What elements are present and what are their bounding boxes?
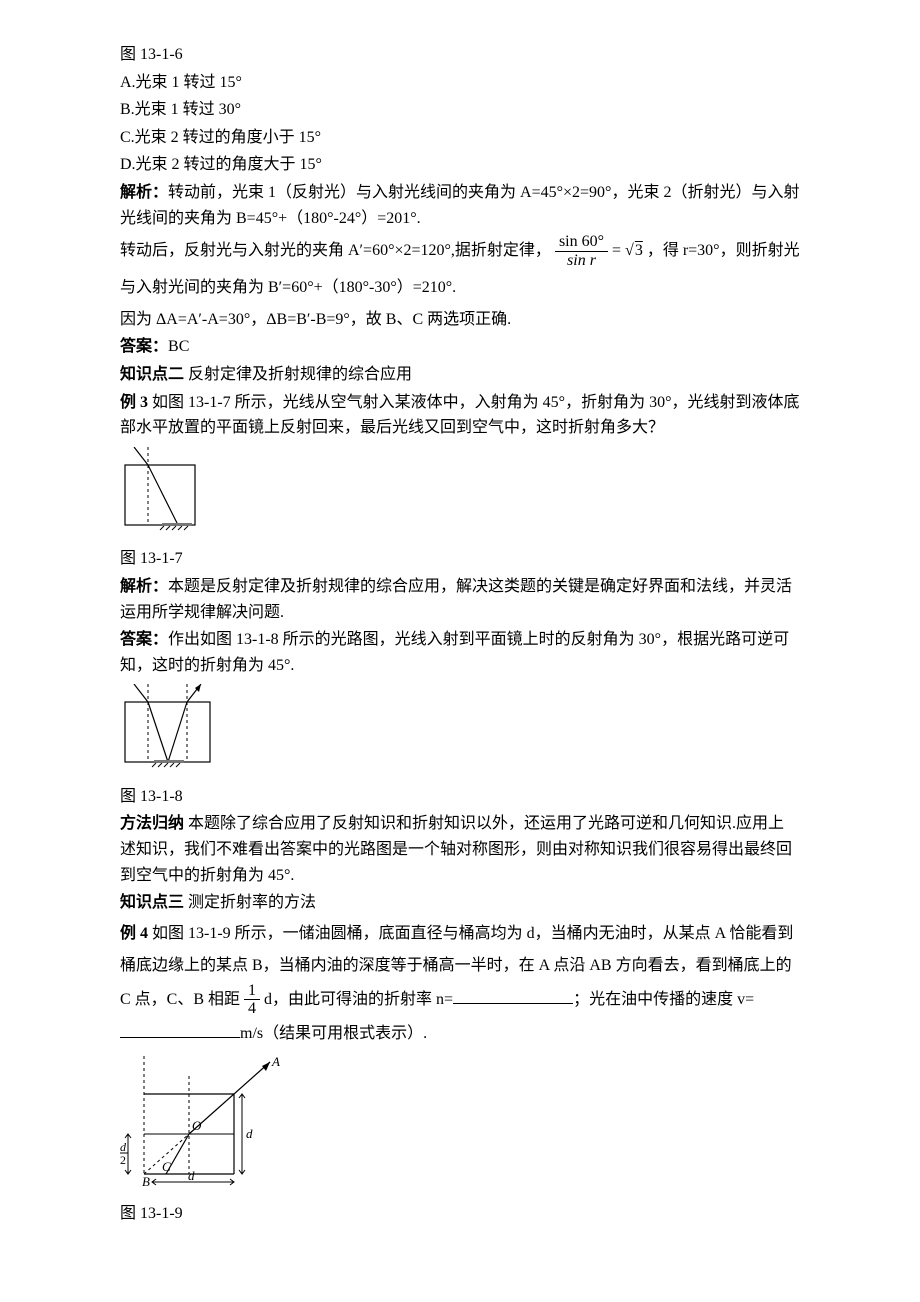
analysis-3: 解析：本题是反射定律及折射规律的综合应用，解决这类题的关键是确定好界面和法线，并…	[120, 574, 800, 625]
figure-6-label: 图 13-1-6	[120, 42, 800, 68]
figure-7	[120, 447, 800, 541]
svg-text:d: d	[120, 1140, 127, 1154]
analysis-1: 解析：转动前，光束 1（反射光）与入射光线间的夹角为 A=45°×2=90°，光…	[120, 180, 800, 231]
fraction-quarter-den: 4	[244, 1000, 260, 1018]
method-summary: 方法归纳 本题除了综合应用了反射知识和折射知识以外，还运用了光路可逆和几何知识.…	[120, 811, 800, 888]
knowledge-point-3: 知识点三 测定折射率的方法	[120, 890, 800, 916]
option-d: D.光束 2 转过的角度大于 15°	[120, 152, 800, 178]
option-c: C.光束 2 转过的角度小于 15°	[120, 125, 800, 151]
analysis-1-label: 解析：	[120, 184, 168, 201]
analysis-3-text: 本题是反射定律及折射规律的综合应用，解决这类题的关键是确定好界面和法线，并灵活运…	[120, 578, 792, 621]
figure-9: A O B C d d d 2	[120, 1056, 800, 1195]
fraction-quarter: 1 4	[244, 982, 260, 1018]
figure-7-label: 图 13-1-7	[120, 546, 800, 572]
example-4-p1d: m/s（结果可用根式表示）.	[240, 1025, 427, 1042]
option-b: B.光束 1 转过 30°	[120, 97, 800, 123]
method-text: 本题除了综合应用了反射知识和折射知识以外，还运用了光路可逆和几何知识.应用上述知…	[120, 815, 792, 883]
sqrt-symbol: √	[625, 242, 634, 259]
knowledge-point-2: 知识点二 反射定律及折射规律的综合应用	[120, 362, 800, 388]
figure-7-svg	[120, 447, 205, 532]
svg-text:B: B	[142, 1174, 150, 1186]
equals-sqrt: =	[612, 242, 621, 259]
option-a: A.光束 1 转过 15°	[120, 70, 800, 96]
answer-1-text: BC	[168, 338, 189, 355]
method-label: 方法归纳	[120, 815, 184, 832]
blank-n	[453, 987, 573, 1004]
kp2-text: 反射定律及折射规律的综合应用	[188, 366, 412, 383]
figure-9-svg: A O B C d d d 2	[120, 1056, 290, 1186]
analysis-3-label: 解析：	[120, 578, 168, 595]
answer-3: 答案：作出如图 13-1-8 所示的光路图，光线入射到平面镜上时的反射角为 30…	[120, 627, 800, 678]
figure-8	[120, 684, 800, 778]
svg-text:O: O	[192, 1118, 202, 1133]
blank-v	[120, 1021, 240, 1038]
answer-3-text: 作出如图 13-1-8 所示的光路图，光线入射到平面镜上时的反射角为 30°，根…	[120, 631, 789, 674]
fraction-sin: sin 60° sin r	[555, 233, 608, 269]
fraction-quarter-num: 1	[244, 982, 260, 1001]
kp2-label: 知识点二	[120, 366, 184, 383]
analysis-1-p2: 转动后，反射光与入射光的夹角 A′=60°×2=120°,据折射定律， sin …	[120, 233, 800, 305]
fraction-den: sin r	[555, 252, 608, 270]
svg-text:A: A	[271, 1056, 280, 1069]
analysis-1-p3: 因为 ΔA=A′-A=30°，ΔB=B′-B=9°，故 B、C 两选项正确.	[120, 307, 800, 333]
sqrt-value: 3	[634, 233, 643, 268]
kp3-text: 测定折射率的方法	[188, 894, 316, 911]
example-4-p1b: d，由此可得油的折射率 n=	[264, 991, 453, 1008]
analysis-1-p1: 转动前，光束 1（反射光）与入射光线间的夹角为 A=45°×2=90°，光束 2…	[120, 184, 799, 227]
figure-8-svg	[120, 684, 215, 769]
kp3-label: 知识点三	[120, 894, 184, 911]
figure-8-label: 图 13-1-8	[120, 784, 800, 810]
fraction-num: sin 60°	[555, 233, 608, 252]
svg-text:C: C	[162, 1159, 171, 1174]
example-3-label: 例 3	[120, 394, 148, 411]
example-4: 例 4 如图 13-1-9 所示，一储油圆桶，底面直径与桶高均为 d，当桶内无油…	[120, 918, 800, 1050]
answer-3-label: 答案：	[120, 631, 168, 648]
example-4-label: 例 4	[120, 925, 148, 942]
example-4-p1c: ；光在油中传播的速度 v=	[573, 991, 754, 1008]
svg-text:2: 2	[120, 1153, 126, 1167]
figure-9-label: 图 13-1-9	[120, 1201, 800, 1227]
answer-1-label: 答案：	[120, 338, 168, 355]
answer-1: 答案：BC	[120, 334, 800, 360]
example-3: 例 3 如图 13-1-7 所示，光线从空气射入某液体中，入射角为 45°，折射…	[120, 390, 800, 441]
example-3-text: 如图 13-1-7 所示，光线从空气射入某液体中，入射角为 45°，折射角为 3…	[120, 394, 799, 437]
svg-text:d: d	[188, 1168, 195, 1183]
analysis-1-p2-before: 转动后，反射光与入射光的夹角 A′=60°×2=120°,据折射定律，	[120, 242, 551, 259]
svg-text:d: d	[246, 1126, 253, 1141]
